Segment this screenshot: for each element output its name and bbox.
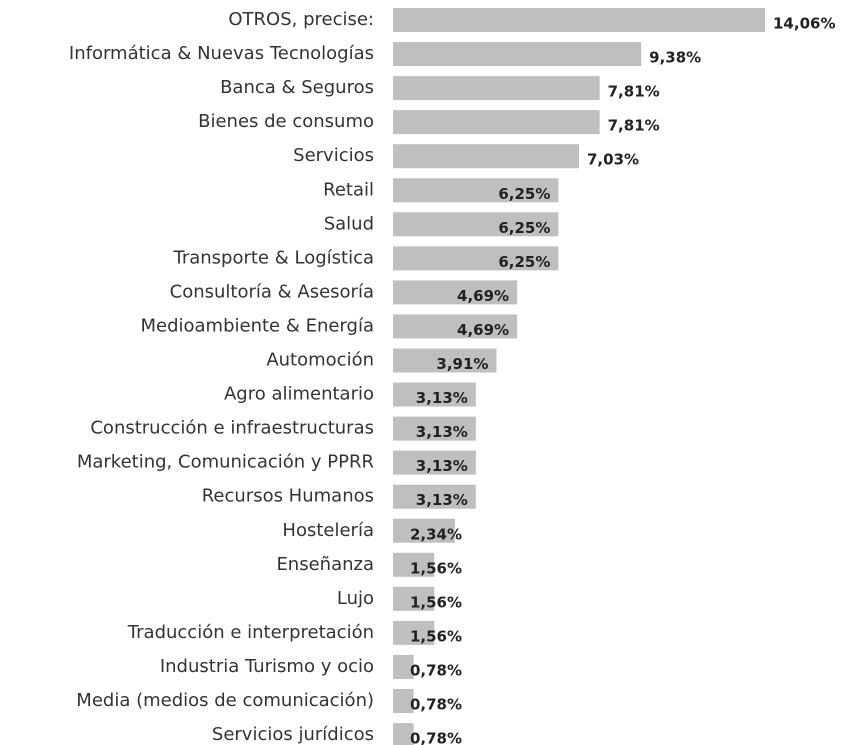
value-label: 3,91% bbox=[436, 355, 488, 373]
category-label: Industria Turismo y ocio bbox=[160, 656, 374, 677]
bar bbox=[393, 144, 579, 169]
category-label: Servicios jurídicos bbox=[212, 724, 374, 745]
category-label: Recursos Humanos bbox=[202, 486, 374, 507]
value-label: 7,03% bbox=[587, 151, 639, 169]
value-label: 3,13% bbox=[416, 389, 468, 407]
bar bbox=[393, 689, 414, 713]
value-label: 4,69% bbox=[457, 321, 509, 339]
value-label: 4,69% bbox=[457, 287, 509, 305]
bar bbox=[393, 314, 518, 339]
bar bbox=[393, 654, 414, 679]
category-label: Construcción e infraestructuras bbox=[90, 418, 374, 439]
bar bbox=[393, 8, 765, 32]
value-label: 1,56% bbox=[410, 559, 462, 577]
value-label: 1,56% bbox=[410, 593, 462, 611]
value-label: 3,13% bbox=[416, 423, 468, 441]
bar bbox=[393, 76, 600, 101]
value-label: 0,78% bbox=[410, 661, 462, 679]
bar bbox=[393, 552, 435, 577]
bar bbox=[393, 110, 600, 135]
value-label: 9,38% bbox=[649, 49, 701, 67]
bar bbox=[393, 416, 476, 441]
value-label: 6,25% bbox=[498, 253, 550, 271]
bar bbox=[393, 42, 642, 67]
category-label: Enseñanza bbox=[276, 554, 374, 575]
value-label: 0,78% bbox=[410, 730, 462, 745]
value-label: 6,25% bbox=[498, 185, 550, 203]
bar bbox=[393, 382, 476, 407]
bar bbox=[393, 348, 497, 373]
bar bbox=[393, 212, 559, 237]
category-label: Transporte & Logística bbox=[172, 247, 374, 268]
category-label: Lujo bbox=[337, 588, 374, 609]
category-label: Medioambiente & Energía bbox=[140, 315, 374, 336]
category-label: Traducción e interpretación bbox=[127, 622, 374, 643]
category-label: Banca & Seguros bbox=[220, 77, 374, 98]
value-label: 7,81% bbox=[608, 83, 660, 101]
category-label: Media (medios de comunicación) bbox=[76, 690, 374, 711]
category-label: Marketing, Comunicación y PPRR bbox=[77, 452, 374, 473]
category-label: Bienes de consumo bbox=[198, 111, 374, 132]
value-label: 3,13% bbox=[416, 491, 468, 509]
bar bbox=[393, 246, 559, 271]
bar bbox=[393, 586, 435, 611]
bar bbox=[393, 518, 455, 543]
value-label: 3,13% bbox=[416, 457, 468, 475]
category-label: Consultoría & Asesoría bbox=[170, 281, 374, 302]
value-label: 0,78% bbox=[410, 696, 462, 714]
value-label: 1,56% bbox=[410, 627, 462, 645]
value-label: 6,25% bbox=[498, 219, 550, 237]
value-label: 2,34% bbox=[410, 525, 462, 543]
value-label: 7,81% bbox=[608, 117, 660, 135]
bar bbox=[393, 484, 476, 509]
bar bbox=[393, 178, 559, 203]
bar bbox=[393, 723, 414, 745]
bar bbox=[393, 620, 435, 645]
category-label: Agro alimentario bbox=[224, 384, 374, 405]
category-label: Salud bbox=[324, 213, 374, 234]
value-label: 14,06% bbox=[773, 15, 835, 33]
category-label: Servicios bbox=[293, 145, 374, 166]
category-label: OTROS, precise: bbox=[228, 9, 374, 30]
category-label: Hostelería bbox=[282, 520, 374, 541]
bar bbox=[393, 450, 476, 475]
category-label: Automoción bbox=[266, 350, 374, 371]
category-label: Retail bbox=[323, 179, 374, 200]
bar bbox=[393, 280, 518, 305]
category-label: Informática & Nuevas Tecnologías bbox=[69, 43, 374, 64]
